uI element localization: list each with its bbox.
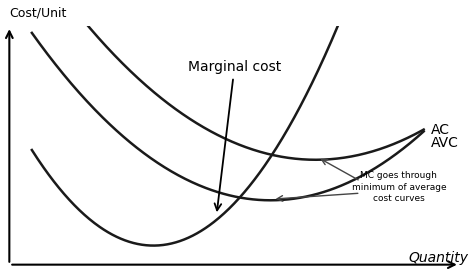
Text: AVC: AVC <box>430 136 458 150</box>
Text: MC goes through
minimum of average
cost curves: MC goes through minimum of average cost … <box>352 171 446 204</box>
Text: Marginal cost: Marginal cost <box>188 60 281 210</box>
Text: Cost/Unit: Cost/Unit <box>9 6 67 19</box>
Text: Quantity: Quantity <box>409 251 469 265</box>
Text: AC: AC <box>430 122 449 136</box>
